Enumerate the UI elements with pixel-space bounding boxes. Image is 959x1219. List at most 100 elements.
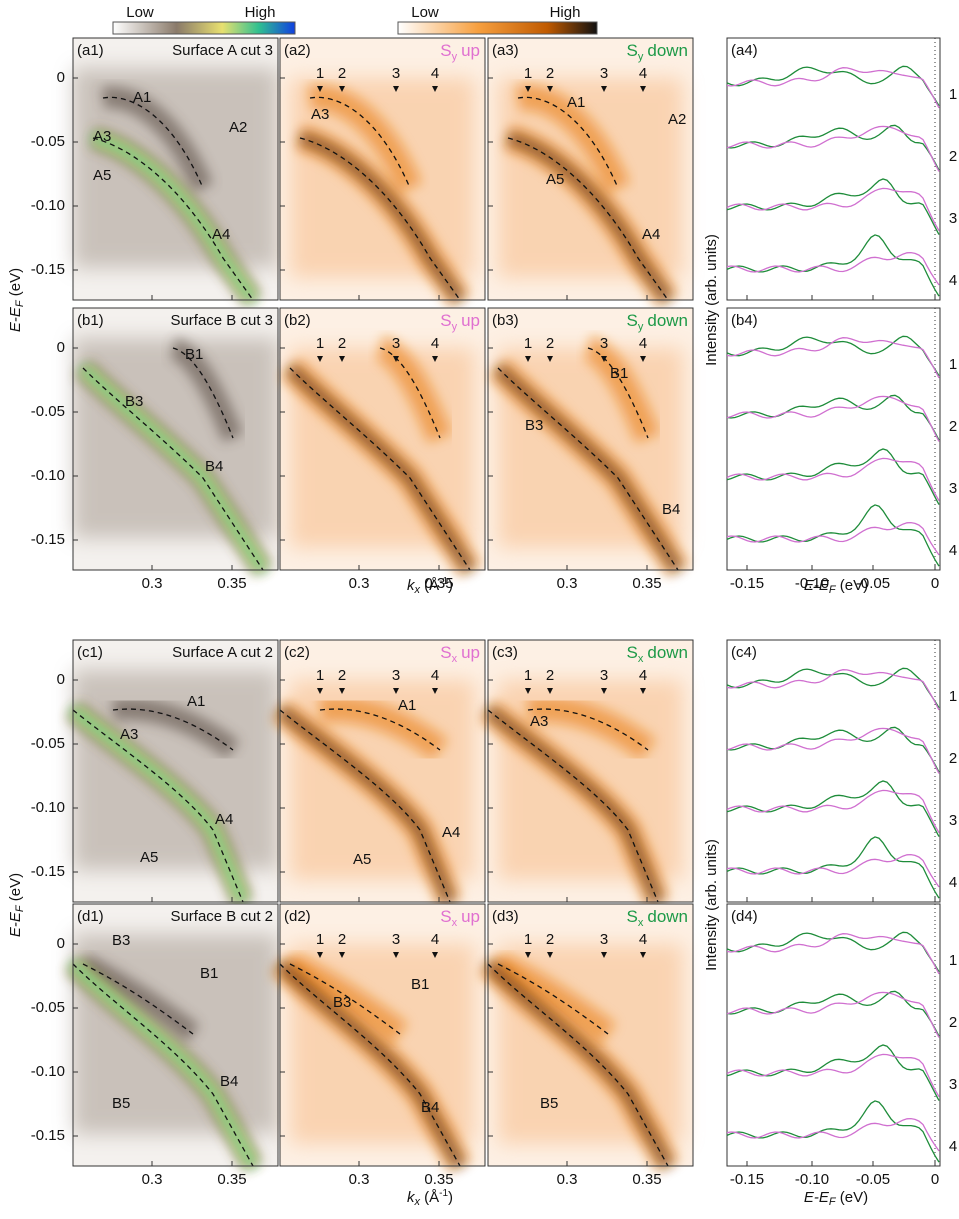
panel-label: (c4) <box>731 644 757 661</box>
energy-axis-title: E-EF (eV) <box>804 577 868 596</box>
band-label: A2 <box>668 111 686 128</box>
cut-number: 3 <box>392 667 400 684</box>
cut-arrow <box>525 86 531 92</box>
x-tick-label: 0.3 <box>349 575 370 592</box>
panel-label: (d3) <box>492 908 519 925</box>
panel-label: (b2) <box>284 312 311 329</box>
panel-frame <box>726 903 941 1167</box>
cut-arrow <box>339 688 345 694</box>
y-tick-label: -0.10 <box>31 467 65 484</box>
cut-number: 1 <box>524 335 532 352</box>
panel-frame <box>487 307 694 571</box>
panel: 0 -0.05 -0.10 -0.15 0.3 0.35 (b1) Surface B cut… <box>31 307 279 592</box>
intensity <box>280 335 481 578</box>
cut-number: 1 <box>524 931 532 948</box>
band-label: A3 <box>120 726 138 743</box>
text-part: x <box>638 653 644 665</box>
x-tick-label: 0.3 <box>142 1171 163 1188</box>
text-part: S <box>627 643 638 662</box>
x-tick-label: 0.35 <box>217 1171 246 1188</box>
text-part: ) <box>448 1189 453 1206</box>
x-tick-label: 0 <box>931 1171 939 1188</box>
dashed-guide <box>497 963 609 1035</box>
energy-axis-title: E-EF (eV) <box>804 1189 868 1208</box>
intensity-axis-title: Intensity (arb. units) <box>703 234 720 366</box>
cut-arrow <box>601 952 607 958</box>
y-tick-label: -0.15 <box>31 531 65 548</box>
panel-frame <box>72 37 279 301</box>
text-part: up <box>461 907 480 926</box>
band-label: A4 <box>212 226 230 243</box>
panel-frame <box>487 639 694 903</box>
band-label: B1 <box>610 365 628 382</box>
y-tick-label: -0.05 <box>31 735 65 752</box>
band-label: A3 <box>311 106 329 123</box>
cut-arrow <box>393 86 399 92</box>
x-tick-label: 0.3 <box>557 575 578 592</box>
cut-number: 3 <box>600 335 608 352</box>
dashed-guide <box>379 347 441 439</box>
panel-frame <box>279 37 486 301</box>
panel: (c3) Sx down 1 2 3 4 A3 <box>479 639 694 907</box>
y-tick-label: -0.15 <box>31 1127 65 1144</box>
cut-number: 4 <box>431 931 439 948</box>
colorbar-low: Low <box>411 4 439 21</box>
cut-arrow <box>339 952 345 958</box>
cut-number: 4 <box>431 667 439 684</box>
cut-arrow <box>525 356 531 362</box>
cut-arrow <box>432 356 438 362</box>
text-part: ) <box>448 577 453 594</box>
dashed-guide <box>279 963 461 1167</box>
band-label: B1 <box>200 965 218 982</box>
curve-number: 1 <box>949 952 957 969</box>
band-label: A1 <box>187 693 205 710</box>
dashed-guide <box>487 709 659 903</box>
cut-number: 2 <box>338 931 346 948</box>
panel: 0.3 0.35 (d3) Sx down 1 2 3 4 B5 <box>478 903 694 1188</box>
band-label: A2 <box>229 119 247 136</box>
cut-number: 1 <box>316 335 324 352</box>
cut-arrow <box>547 86 553 92</box>
edc-curve <box>726 67 940 109</box>
panel-label: (d4) <box>731 908 758 925</box>
panel-frame <box>279 639 486 903</box>
band-label: A3 <box>93 128 111 145</box>
dashed-guide <box>319 708 441 751</box>
spin-title: Sy up <box>440 41 480 62</box>
panel-label: (c3) <box>492 644 518 661</box>
dashed-guide <box>72 963 254 1167</box>
text-part: S <box>440 41 451 60</box>
text-part: (eV) <box>7 873 24 906</box>
colorbar <box>112 21 296 35</box>
dashed-guide <box>72 709 244 903</box>
edc-curve <box>726 669 940 711</box>
cut-number: 3 <box>392 931 400 948</box>
y-tick-label: -0.10 <box>31 1063 65 1080</box>
panel-frame <box>72 639 279 903</box>
band-label: A1 <box>567 94 585 111</box>
y-tick-label: -0.05 <box>31 133 65 150</box>
curve-number: 3 <box>949 812 957 829</box>
x-tick-label: 0.3 <box>142 575 163 592</box>
k-axis-title: kx (Å-1) <box>407 1188 453 1208</box>
panel-label: (b4) <box>731 312 758 329</box>
band-label: A1 <box>133 89 151 106</box>
edc-curve <box>726 251 940 286</box>
y-tick-label: 0 <box>57 935 65 952</box>
cut-arrow <box>601 356 607 362</box>
cut-arrow <box>547 952 553 958</box>
text-part: F <box>14 299 26 307</box>
k-axis-title: kx (Å-1) <box>407 576 453 596</box>
text-part: y <box>638 321 644 333</box>
text-part: F <box>14 904 26 912</box>
panel-label: (a3) <box>492 42 519 59</box>
curve-number: 1 <box>949 86 957 103</box>
dashed-guide <box>92 137 254 301</box>
cut-arrow <box>525 688 531 694</box>
text-part: F <box>829 584 837 596</box>
cut-number: 1 <box>316 667 324 684</box>
curve-number: 2 <box>949 1014 957 1031</box>
panel-frame <box>72 307 279 571</box>
band-label: A4 <box>215 811 233 828</box>
cut-arrow <box>547 688 553 694</box>
